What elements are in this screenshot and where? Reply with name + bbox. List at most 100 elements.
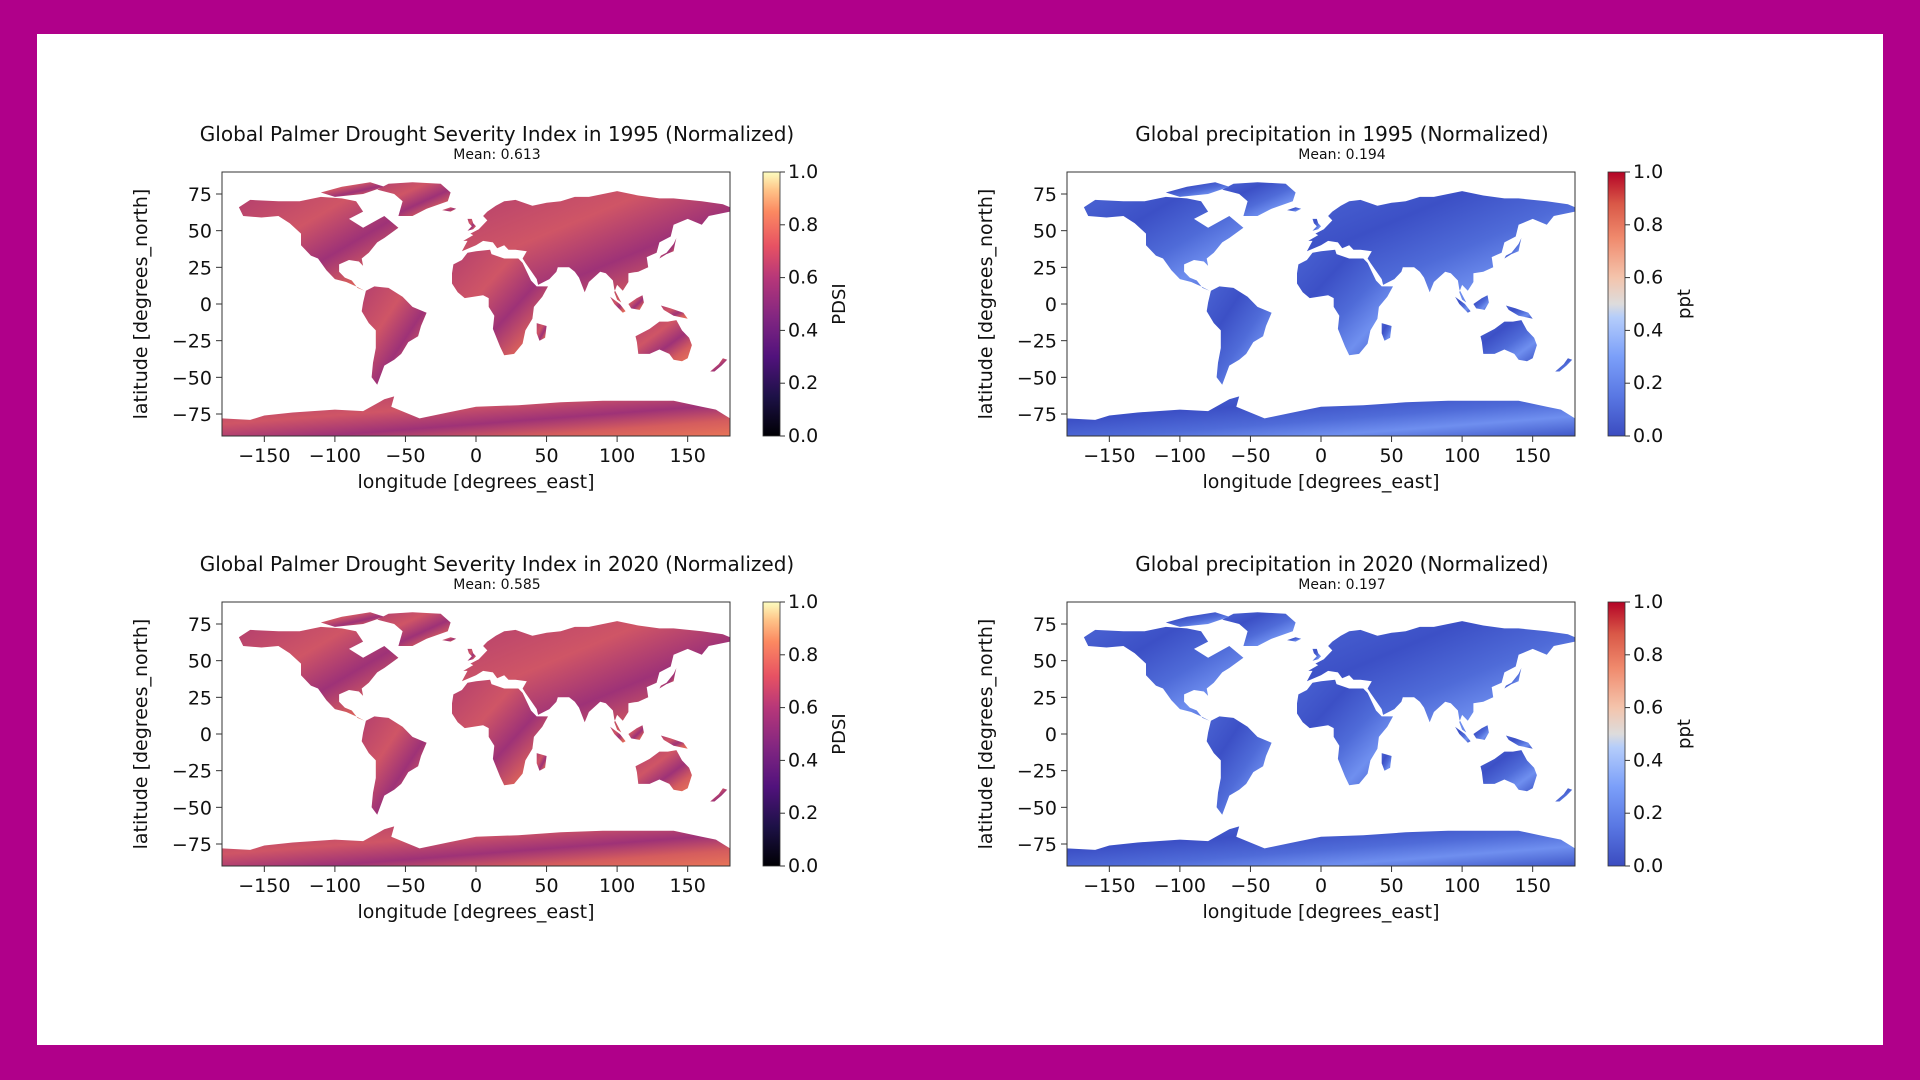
x-tick-label: 100	[599, 445, 635, 467]
x-tick-label: 0	[1315, 875, 1327, 897]
y-tick-label: −25	[1017, 761, 1057, 783]
landmass-5	[452, 249, 548, 356]
colorbar-tick-label: 0.0	[1633, 425, 1663, 447]
landmass-12	[710, 358, 728, 372]
y-tick-label: 25	[1033, 687, 1057, 709]
landmass-12	[1555, 358, 1573, 372]
landmass-9	[1473, 295, 1489, 310]
y-tick-label: 75	[188, 184, 212, 206]
chart-svg: −150 −100 −50 0 50 100 150 75 50 25 0 −25 −50 −75 long…	[975, 161, 1695, 493]
y-tick-label: −25	[1017, 331, 1057, 353]
x-axis-label: longitude [degrees_east]	[1202, 901, 1439, 923]
landmass-8	[610, 726, 626, 743]
x-tick-label: −150	[1083, 875, 1135, 897]
chart-title: Global precipitation in 1995 (Normalized…	[1135, 122, 1549, 146]
colorbar-tick-label: 1.0	[788, 591, 818, 613]
colorbar-label: PDSI	[829, 283, 850, 324]
chart-subtitle-mean: Mean: 0.585	[453, 577, 541, 593]
chart-title: Global precipitation in 2020 (Normalized…	[1135, 552, 1549, 576]
landmass-6	[1381, 323, 1392, 341]
landmass-7	[1480, 750, 1537, 792]
x-tick-label: 150	[670, 445, 706, 467]
landmass-8	[1455, 726, 1471, 743]
y-axis-label: latitude [degrees_north]	[130, 619, 152, 850]
landmass-7	[635, 750, 692, 792]
x-tick-label: 100	[1444, 875, 1480, 897]
landmass-2	[320, 182, 385, 197]
landmass-12	[710, 788, 728, 802]
landmass-10	[660, 735, 688, 749]
x-tick-label: 150	[1515, 445, 1551, 467]
y-axis-label: latitude [degrees_north]	[975, 189, 997, 420]
landmass-13	[467, 218, 476, 231]
landmass-8	[1455, 296, 1471, 313]
x-tick-label: −100	[1154, 445, 1206, 467]
chart-svg: −150 −100 −50 0 50 100 150 75 50 25 0 −25 −50 −75 long…	[130, 161, 850, 493]
landmass-14	[442, 207, 457, 212]
y-tick-label: 25	[1033, 257, 1057, 279]
chart-panel-ppt-1995: Global precipitation in 1995 (Normalized…	[962, 122, 1842, 552]
y-tick-label: 50	[188, 651, 212, 673]
y-tick-label: 75	[188, 614, 212, 636]
colorbar-label: ppt	[1674, 719, 1695, 749]
landmass-6	[536, 753, 547, 771]
chart-panel-pdsi-2020: Global Palmer Drought Severity Index in …	[117, 552, 997, 982]
landmass-14	[1287, 207, 1302, 212]
y-tick-label: 50	[1033, 221, 1057, 243]
y-tick-label: 0	[200, 724, 212, 746]
x-axis-label: longitude [degrees_east]	[357, 471, 594, 493]
x-tick-label: 50	[534, 875, 558, 897]
landmass-10	[1505, 735, 1533, 749]
landmass-5	[452, 679, 548, 786]
landmass-1	[1222, 612, 1296, 646]
landmass-8	[610, 296, 626, 313]
colorbar	[1607, 171, 1626, 437]
land-layer	[222, 612, 730, 866]
y-tick-label: −75	[172, 404, 212, 426]
landmass-11	[1504, 668, 1522, 689]
landmass-10	[660, 305, 688, 319]
y-tick-label: 50	[1033, 651, 1057, 673]
landmass-7	[635, 320, 692, 362]
colorbar-tick-label: 0.4	[1633, 319, 1663, 341]
landmass-4	[461, 191, 730, 303]
landmass-10	[1505, 305, 1533, 319]
chart-subtitle-mean: Mean: 0.613	[453, 147, 541, 163]
landmass-5	[1297, 679, 1393, 786]
x-tick-label: 100	[1444, 445, 1480, 467]
x-axis-label: longitude [degrees_east]	[1202, 471, 1439, 493]
y-tick-label: −25	[172, 761, 212, 783]
chart-panel-ppt-2020: Global precipitation in 2020 (Normalized…	[962, 552, 1842, 982]
landmass-5	[1297, 249, 1393, 356]
x-tick-label: −150	[238, 445, 290, 467]
colorbar	[1607, 601, 1626, 867]
colorbar-tick-label: 0.0	[788, 855, 818, 877]
colorbar-tick-label: 0.2	[788, 372, 818, 394]
y-tick-label: 0	[200, 294, 212, 316]
y-tick-label: 75	[1033, 614, 1057, 636]
landmass-14	[442, 637, 457, 642]
colorbar-tick-label: 0.8	[788, 214, 818, 236]
colorbar-tick-label: 0.6	[1633, 267, 1663, 289]
x-tick-label: 50	[1379, 445, 1403, 467]
colorbar-tick-label: 0.0	[1633, 855, 1663, 877]
y-tick-label: 0	[1045, 294, 1057, 316]
x-tick-label: −100	[309, 875, 361, 897]
landmass-0	[238, 626, 399, 721]
x-tick-label: −50	[385, 445, 425, 467]
landmass-3	[1206, 716, 1272, 815]
colorbar-tick-label: 0.6	[788, 267, 818, 289]
land-layer	[222, 182, 730, 436]
colorbar-tick-label: 1.0	[1633, 591, 1663, 613]
chart-subtitle-mean: Mean: 0.197	[1298, 577, 1386, 593]
y-axis-label: latitude [degrees_north]	[975, 619, 997, 850]
colorbar-tick-label: 0.6	[788, 697, 818, 719]
colorbar-tick-label: 0.8	[1633, 644, 1663, 666]
landmass-15	[1067, 826, 1575, 866]
landmass-3	[361, 286, 427, 385]
landmass-15	[222, 826, 730, 866]
y-axis-label: latitude [degrees_north]	[130, 189, 152, 420]
colorbar-tick-label: 1.0	[1633, 161, 1663, 183]
colorbar-tick-label: 0.4	[1633, 749, 1663, 771]
landmass-13	[467, 648, 476, 661]
